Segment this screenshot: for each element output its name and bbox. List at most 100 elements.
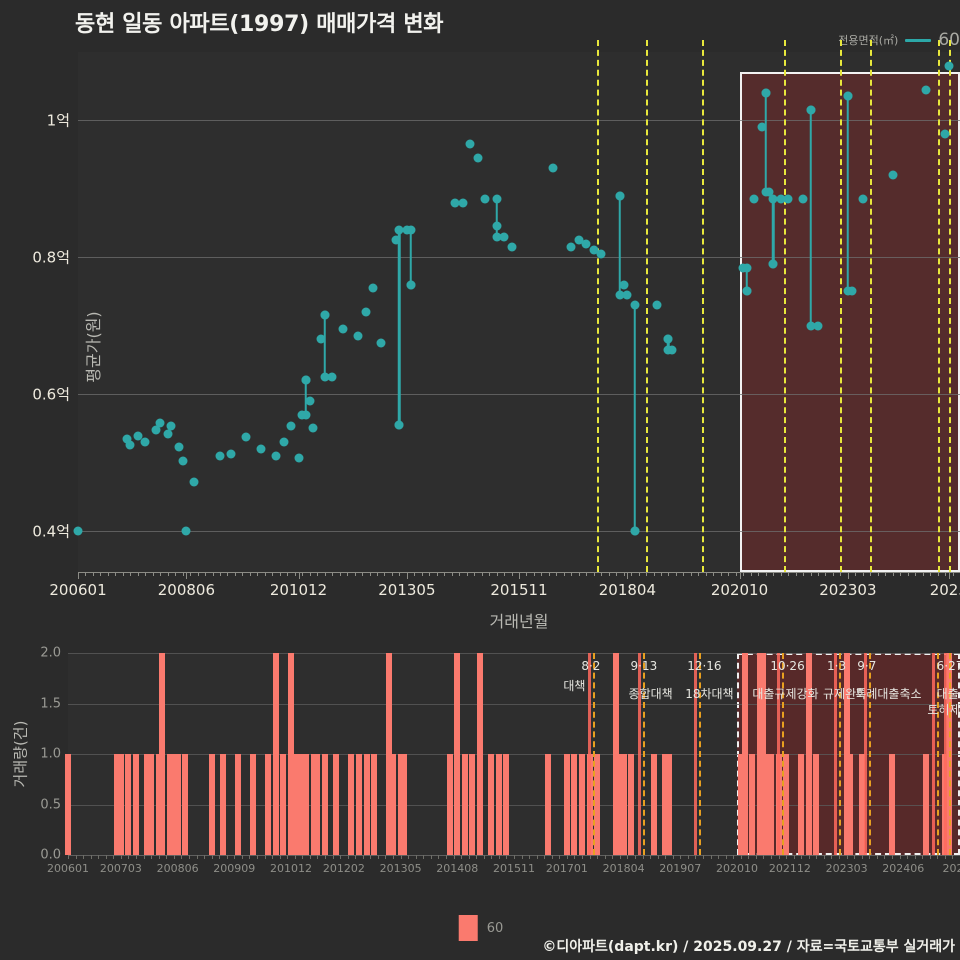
x-axis-tick-label: 202303 xyxy=(819,581,877,599)
gridline xyxy=(78,257,960,259)
data-point xyxy=(738,263,748,273)
bar xyxy=(650,754,657,855)
y-axis-tick-label: 1.0 xyxy=(40,746,61,762)
x-axis-minor-tick xyxy=(922,572,924,576)
data-point xyxy=(473,153,483,163)
data-point xyxy=(622,290,632,300)
x-axis-minor-tick xyxy=(489,572,491,576)
x-axis-minor-tick xyxy=(205,572,207,576)
bar xyxy=(847,754,854,855)
bar xyxy=(348,754,355,855)
data-point xyxy=(630,526,640,536)
x-axis-minor-tick xyxy=(130,572,132,576)
data-point xyxy=(368,283,378,293)
x-axis-minor-tick xyxy=(113,855,115,859)
gridline xyxy=(78,530,960,532)
x-axis-minor-tick xyxy=(638,572,640,576)
data-point xyxy=(308,423,318,433)
bar xyxy=(155,754,162,855)
x-axis-minor-tick xyxy=(249,572,251,576)
x-axis-tick xyxy=(948,572,950,579)
bar xyxy=(291,754,298,855)
data-point xyxy=(391,235,401,245)
bar xyxy=(117,754,124,855)
x-axis-minor-tick xyxy=(332,572,334,576)
x-axis-minor-tick xyxy=(332,855,334,859)
value-range-connector xyxy=(323,315,326,377)
x-axis-minor-tick xyxy=(496,572,498,576)
x-axis-minor-tick xyxy=(631,572,633,576)
policy-text-label: 대책 xyxy=(563,679,586,693)
x-axis-minor-tick xyxy=(713,572,715,576)
x-axis-minor-tick xyxy=(514,855,515,859)
x-axis-minor-tick xyxy=(294,572,296,576)
x-axis-minor-tick xyxy=(376,572,378,576)
data-point xyxy=(226,449,236,459)
bar xyxy=(476,653,483,855)
data-point xyxy=(155,418,165,428)
x-axis-minor-tick xyxy=(279,855,281,859)
data-point xyxy=(566,242,576,252)
bar xyxy=(662,754,669,855)
bar xyxy=(579,754,586,855)
x-axis-minor-tick xyxy=(160,572,162,576)
x-axis-minor-tick xyxy=(347,855,349,859)
data-point xyxy=(279,437,289,447)
x-axis-minor-tick xyxy=(220,572,222,576)
x-axis-minor-tick xyxy=(944,855,946,859)
bar xyxy=(843,653,850,855)
x-axis-minor-tick xyxy=(855,572,857,576)
bar xyxy=(760,653,767,855)
policy-marker-highlight xyxy=(834,653,838,855)
x-axis-minor-tick xyxy=(83,855,85,859)
data-point xyxy=(589,245,599,255)
x-axis-minor-tick xyxy=(369,572,371,576)
x-axis-minor-tick xyxy=(242,572,244,576)
x-axis-minor-tick xyxy=(915,572,917,576)
data-point xyxy=(806,105,815,115)
x-axis-minor-tick xyxy=(601,572,603,576)
x-axis-minor-tick xyxy=(167,572,169,576)
policy-date-label: 10·26 xyxy=(770,659,805,673)
x-axis-minor-tick xyxy=(593,572,595,576)
x-axis-minor-tick xyxy=(302,855,304,859)
x-axis-minor-tick xyxy=(173,855,175,859)
x-axis-minor-tick xyxy=(571,572,573,576)
value-range-connector xyxy=(495,199,498,237)
bar xyxy=(397,754,404,855)
x-axis-tick xyxy=(298,572,300,579)
x-axis-minor-tick xyxy=(755,855,757,859)
x-axis-minor-tick xyxy=(309,572,311,576)
x-axis-minor-tick xyxy=(675,572,677,576)
x-axis-minor-tick xyxy=(100,572,102,576)
data-point xyxy=(574,235,584,245)
x-axis-minor-tick xyxy=(884,855,886,859)
x-axis-tick-label: 200601 xyxy=(49,581,107,599)
x-axis-tick-label: 201511 xyxy=(490,581,548,599)
x-axis-tick xyxy=(739,572,741,579)
x-axis-tick-label: 202406 xyxy=(882,862,925,875)
x-axis-minor-tick xyxy=(354,572,356,576)
bar xyxy=(133,754,140,855)
x-axis-minor-tick xyxy=(384,572,386,576)
x-axis-minor-tick xyxy=(680,855,682,859)
x-axis-minor-tick xyxy=(461,855,463,859)
x-axis-minor-tick xyxy=(695,855,697,859)
bar xyxy=(208,754,215,855)
x-axis-minor-tick xyxy=(120,855,122,859)
x-axis-minor-tick xyxy=(548,572,550,576)
x-axis-minor-tick xyxy=(582,855,584,859)
bar xyxy=(390,754,397,855)
bar xyxy=(613,653,620,855)
data-point xyxy=(163,429,173,439)
x-axis-minor-tick xyxy=(771,855,773,859)
x-axis-minor-tick xyxy=(854,855,856,859)
x-axis-minor-tick xyxy=(930,572,932,576)
x-axis-minor-tick xyxy=(212,572,214,576)
x-axis-tick-label: 2025 xyxy=(929,581,960,599)
bar xyxy=(303,754,310,855)
policy-marker-line xyxy=(784,40,787,572)
x-axis-minor-tick xyxy=(817,572,819,576)
bar xyxy=(386,653,393,855)
x-axis-minor-tick xyxy=(385,855,387,859)
